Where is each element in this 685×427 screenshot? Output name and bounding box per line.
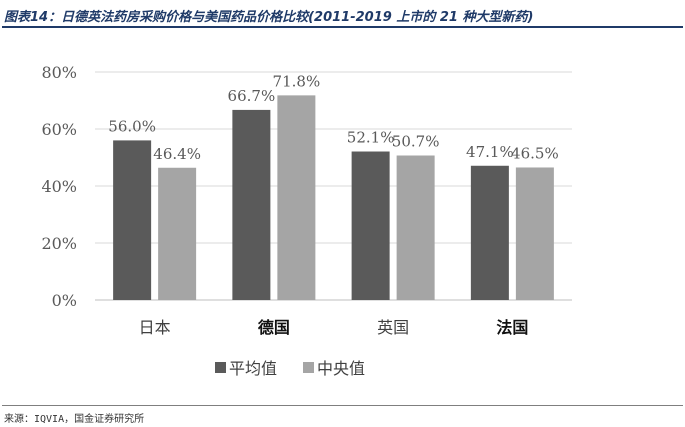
legend-label: 平均值 bbox=[229, 359, 277, 378]
y-tick-label: 0% bbox=[52, 291, 77, 310]
x-tick-label: 日本 bbox=[139, 318, 171, 337]
title-rule bbox=[2, 26, 683, 28]
bar bbox=[277, 95, 316, 301]
bar bbox=[158, 167, 197, 300]
y-tick-label: 80% bbox=[41, 63, 77, 82]
x-tick-label: 德国 bbox=[258, 318, 290, 337]
bar-chart: 0% 20% 40% 60% 80% 56.0% 46.4% 日本 66.7%71.8% 德国 52… bbox=[41, 63, 572, 378]
bar bbox=[113, 140, 152, 300]
data-label: 46.5% bbox=[511, 144, 559, 162]
x-tick-label: 英国 bbox=[377, 318, 409, 337]
source-note: 来源：IQVIA，国金证券研究所 bbox=[4, 414, 145, 425]
bar bbox=[396, 155, 435, 300]
data-label: 50.7% bbox=[392, 133, 440, 151]
bar bbox=[515, 167, 554, 300]
legend-label: 中央值 bbox=[317, 359, 365, 378]
legend-swatch bbox=[215, 362, 226, 373]
figure-title: 图表14：日德英法药房采购价格与美国药品价格比较(2011-2019 上市的 2… bbox=[4, 10, 534, 25]
data-label: 56.0% bbox=[108, 117, 156, 135]
data-label: 66.7% bbox=[228, 87, 276, 105]
legend-swatch bbox=[303, 362, 314, 373]
bar bbox=[351, 151, 390, 300]
y-tick-label: 40% bbox=[41, 177, 77, 196]
bar bbox=[470, 165, 509, 300]
data-label: 52.1% bbox=[347, 129, 395, 147]
y-tick-label: 20% bbox=[41, 234, 77, 253]
data-label: 47.1% bbox=[466, 143, 514, 161]
data-label: 46.4% bbox=[153, 145, 201, 163]
bar bbox=[232, 109, 271, 300]
source-rule bbox=[2, 405, 683, 406]
x-tick-label: 法国 bbox=[496, 318, 528, 337]
y-tick-label: 60% bbox=[41, 120, 77, 139]
data-label: 71.8% bbox=[273, 72, 321, 90]
